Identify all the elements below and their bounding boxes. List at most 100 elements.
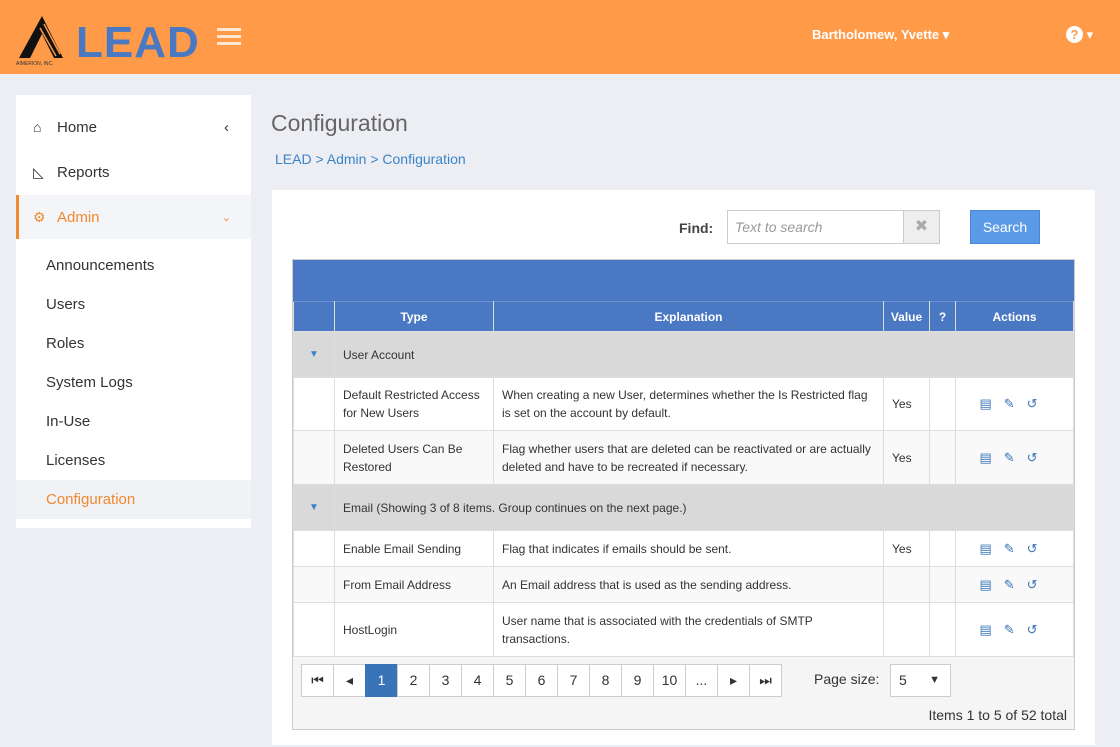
page-size-value: 5 (899, 672, 907, 688)
edit-icon[interactable]: ✎ (1003, 449, 1027, 465)
cell-explanation: Flag whether users that are deleted can … (493, 430, 884, 485)
help-menu[interactable]: ? ▾ (1066, 26, 1093, 43)
page-10[interactable]: 10 (653, 664, 686, 697)
user-name: Bartholomew, Yvette (812, 27, 940, 42)
search-input[interactable]: Text to search (727, 210, 904, 244)
breadcrumb[interactable]: LEAD > Admin > Configuration (275, 151, 466, 167)
table-row: Deleted Users Can Be Restored Flag whethe… (293, 430, 1074, 485)
home-icon: ⌂ (33, 119, 42, 135)
last-page-button[interactable]: ⏭ (749, 664, 782, 697)
sidebar-item-roles[interactable]: Roles (46, 335, 85, 352)
cell-explanation: Flag that indicates if emails should be … (493, 530, 884, 567)
cell-explanation: User name that is associated with the cr… (493, 602, 884, 657)
collapse-icon[interactable]: ▼ (293, 331, 335, 378)
prev-page-button[interactable]: ◂ (333, 664, 366, 697)
lead-logo: LEAD (76, 18, 200, 67)
edit-icon[interactable]: ✎ (1003, 576, 1027, 592)
sidebar: ⌂ Home ‹ ◺ Reports ⚙ Admin ⌄ Announcements Us… (16, 95, 251, 528)
cell-value: Yes (883, 530, 930, 567)
edit-icon[interactable]: ✎ (1003, 396, 1027, 411)
table-row: From Email Address An Email address that … (293, 566, 1074, 603)
page-5[interactable]: 5 (493, 664, 526, 697)
sidebar-item-reports[interactable]: ◺ Reports (16, 150, 251, 194)
page-size-select[interactable]: 5 ▼ (890, 664, 951, 697)
page-title: Configuration (271, 110, 408, 136)
page-4[interactable]: 4 (461, 664, 494, 697)
chevron-left-icon[interactable]: ‹ (224, 118, 229, 136)
sidebar-item-system-logs[interactable]: System Logs (46, 374, 133, 391)
group-name: Email (Showing 3 of 8 items. Group conti… (334, 484, 1074, 531)
col-type[interactable]: Type (334, 301, 494, 332)
gears-icon: ⚙ (33, 208, 46, 225)
config-grid: Type Explanation Value ? Actions ▼ User A… (292, 259, 1075, 730)
pager: ⏮ ◂ 1 2 3 4 5 6 7 8 9 10 ... ▸ ⏭ (301, 664, 782, 697)
reset-icon[interactable]: ↺ (1026, 576, 1050, 592)
sidebar-item-configuration[interactable]: Configuration (16, 480, 251, 519)
aimerion-logo: AIMERION, INC. (16, 16, 63, 66)
page-6[interactable]: 6 (525, 664, 558, 697)
edit-icon[interactable]: ✎ (1003, 540, 1027, 556)
page-7[interactable]: 7 (557, 664, 590, 697)
details-icon[interactable]: ▤ (979, 576, 1004, 592)
sidebar-item-admin[interactable]: ⚙ Admin ⌄ (16, 195, 251, 239)
label: Home (57, 118, 98, 136)
details-icon[interactable]: ▤ (979, 396, 1004, 411)
col-explanation[interactable]: Explanation (493, 301, 884, 332)
row-actions: ▤✎↺ (955, 377, 1074, 431)
clear-search-icon[interactable]: ✖ (903, 210, 940, 244)
page-9[interactable]: 9 (621, 664, 654, 697)
more-pages[interactable]: ... (685, 664, 718, 697)
collapse-icon[interactable]: ▼ (293, 484, 335, 531)
table-row: HostLogin User name that is associated wi… (293, 602, 1074, 657)
page-3[interactable]: 3 (429, 664, 462, 697)
sidebar-item-licenses[interactable]: Licenses (46, 452, 106, 469)
row-actions: ▤✎↺ (955, 566, 1074, 603)
cell-explanation: An Email address that is used as the sen… (493, 566, 884, 603)
caret-down-icon: ▼ (929, 674, 940, 686)
sidebar-item-in-use[interactable]: In-Use (46, 413, 91, 430)
details-icon[interactable]: ▤ (979, 621, 1004, 637)
cell-value (883, 566, 930, 603)
edit-icon[interactable]: ✎ (1003, 621, 1027, 637)
sidebar-item-announcements[interactable]: Announcements (46, 257, 155, 274)
cell-type: HostLogin (334, 602, 494, 657)
row-actions: ▤✎↺ (955, 602, 1074, 657)
row-actions: ▤✎↺ (955, 530, 1074, 567)
cell-value: Yes (883, 377, 930, 431)
cell-explanation: When creating a new User, determines whe… (493, 377, 884, 431)
cell-type: Enable Email Sending (334, 530, 494, 567)
sidebar-item-users[interactable]: Users (46, 296, 86, 313)
header-row: Type Explanation Value ? Actions (293, 301, 1074, 332)
details-icon[interactable]: ▤ (979, 540, 1004, 556)
grid-group-bar (293, 260, 1074, 301)
col-help[interactable]: ? (929, 301, 956, 332)
page-2[interactable]: 2 (397, 664, 430, 697)
reset-icon[interactable]: ↺ (1026, 621, 1050, 637)
search-button[interactable]: Search (970, 210, 1040, 244)
cell-value: Yes (883, 430, 930, 485)
menu-toggle-icon[interactable] (217, 28, 241, 46)
page-1[interactable]: 1 (365, 664, 398, 697)
items-summary: Items 1 to 5 of 52 total (928, 707, 1067, 723)
user-menu[interactable]: Bartholomew, Yvette ▾ (812, 27, 950, 42)
reset-icon[interactable]: ↺ (1026, 396, 1050, 411)
cell-value (883, 602, 930, 657)
label: Reports (57, 163, 110, 181)
group-row: ▼ Email (Showing 3 of 8 items. Group cont… (293, 484, 1074, 531)
table-row: Enable Email Sending Flag that indicates … (293, 530, 1074, 567)
col-actions: Actions (955, 301, 1074, 332)
page-size-label: Page size: (814, 671, 880, 687)
details-icon[interactable]: ▤ (979, 449, 1004, 465)
first-page-button[interactable]: ⏮ (301, 664, 334, 697)
cell-type: Deleted Users Can Be Restored (334, 430, 494, 485)
row-actions: ▤✎↺ (955, 430, 1074, 485)
page-8[interactable]: 8 (589, 664, 622, 697)
top-header: AIMERION, INC. LEAD Bartholomew, Yvette … (0, 0, 1120, 74)
col-value[interactable]: Value (883, 301, 930, 332)
chevron-down-icon[interactable]: ⌄ (221, 211, 231, 224)
reset-icon[interactable]: ↺ (1026, 449, 1050, 465)
group-row: ▼ User Account (293, 331, 1074, 378)
next-page-button[interactable]: ▸ (717, 664, 750, 697)
sidebar-item-home[interactable]: ⌂ Home ‹ (16, 105, 251, 149)
reset-icon[interactable]: ↺ (1026, 540, 1050, 556)
